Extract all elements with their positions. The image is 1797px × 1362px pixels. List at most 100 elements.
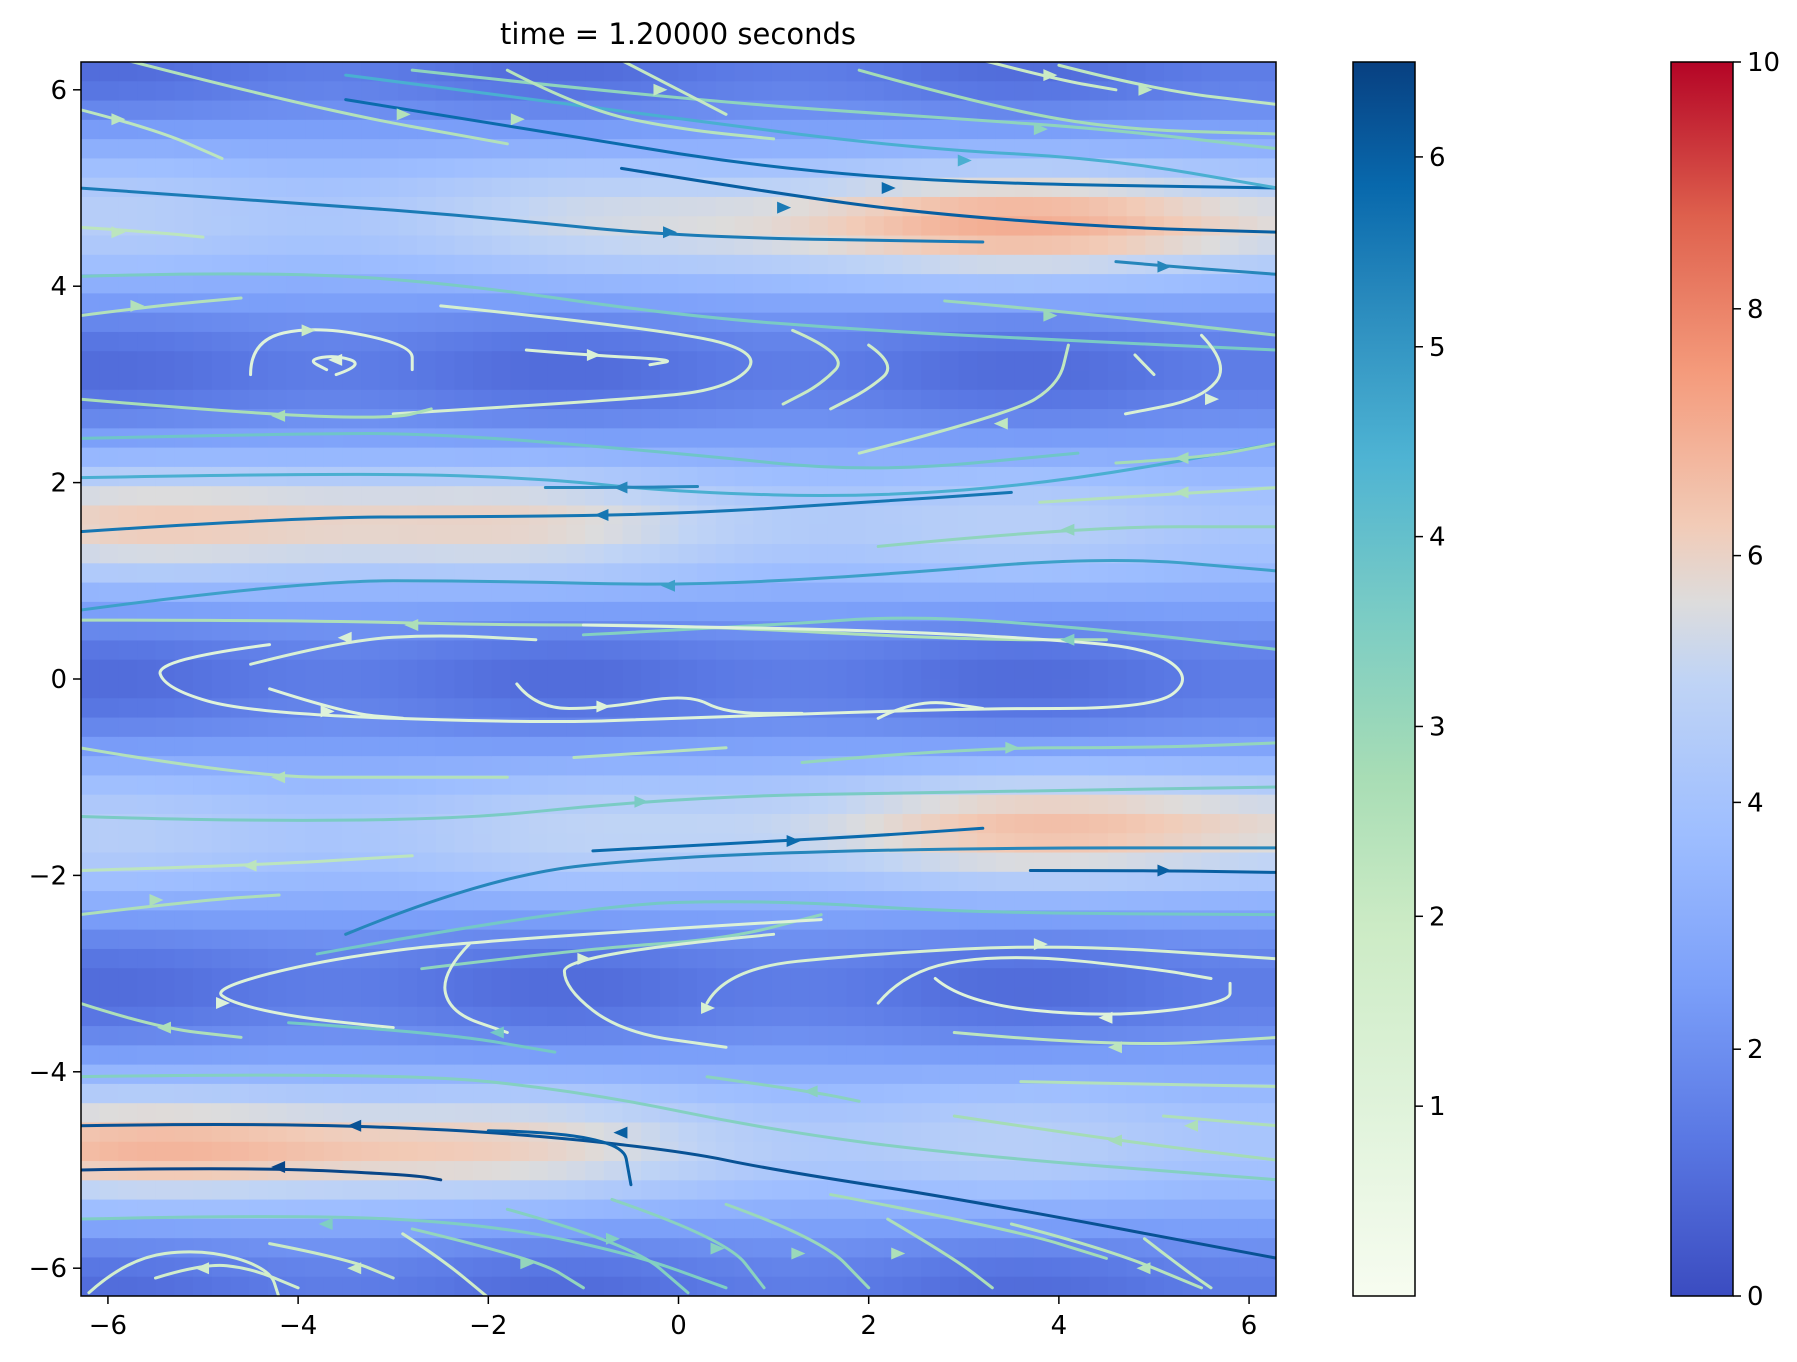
heatmap-cell: [361, 524, 381, 545]
heatmap-cell: [977, 871, 997, 892]
heatmap-cell: [603, 409, 624, 429]
heatmap-cell: [435, 1180, 456, 1201]
heatmap-cell: [827, 389, 848, 410]
heatmap-cell: [809, 1103, 829, 1124]
heatmap-cell: [417, 544, 437, 564]
heatmap-cell: [230, 948, 250, 969]
heatmap-cell: [790, 293, 810, 314]
heatmap-cell: [678, 177, 698, 198]
heatmap-cell: [174, 409, 194, 429]
heatmap-cell: [566, 331, 586, 352]
heatmap-cell: [939, 1218, 960, 1239]
heatmap-cell: [155, 216, 175, 237]
heatmap-cell: [491, 544, 512, 564]
heatmap-cell: [1033, 1180, 1053, 1201]
heatmap-cell: [846, 775, 866, 796]
heatmap-cell: [137, 370, 157, 391]
heatmap-cell: [491, 486, 512, 507]
heatmap-cell: [566, 158, 586, 179]
heatmap-cell: [379, 235, 400, 256]
heatmap-cell: [809, 524, 829, 545]
heatmap-cell: [1070, 100, 1090, 121]
heatmap-cell: [622, 1045, 642, 1066]
heatmap-cell: [305, 447, 325, 468]
heatmap-cell: [267, 544, 287, 564]
heatmap-cell: [211, 563, 231, 584]
heatmap-cell: [211, 929, 231, 950]
heatmap-cell: [566, 177, 586, 198]
heatmap-cell: [230, 293, 250, 314]
heatmap-cell: [678, 987, 698, 1008]
heatmap-cell: [958, 1006, 978, 1027]
heatmap-cell: [790, 1180, 810, 1201]
heatmap-cell: [211, 1276, 231, 1296]
heatmap-cell: [99, 447, 119, 468]
heatmap-cell: [417, 601, 437, 622]
heatmap-cell: [753, 139, 773, 160]
heatmap-cell: [155, 698, 175, 719]
heatmap-cell: [1238, 833, 1258, 854]
heatmap-cell: [585, 968, 605, 989]
heatmap-cell: [1089, 1180, 1109, 1201]
heatmap-cell: [827, 717, 848, 738]
heatmap-cell: [977, 563, 997, 584]
heatmap-cell: [473, 351, 493, 372]
heatmap-cell: [99, 351, 119, 372]
heatmap-cell: [249, 370, 269, 391]
heatmap-cell: [529, 929, 549, 950]
heatmap-cell: [1145, 331, 1165, 352]
heatmap-cell: [958, 274, 978, 294]
heatmap-cell: [1033, 235, 1053, 256]
heatmap-cell: [566, 486, 586, 507]
heatmap-cell: [193, 293, 213, 314]
heatmap-cell: [809, 736, 829, 757]
heatmap-cell: [323, 852, 344, 873]
heatmap-cell: [81, 544, 101, 564]
heatmap-cell: [585, 852, 605, 873]
heatmap-cell: [118, 331, 138, 352]
heatmap-cell: [734, 100, 754, 121]
heatmap-cell: [1163, 679, 1184, 699]
heatmap-cell: [566, 833, 586, 854]
heatmap-cell: [1257, 582, 1276, 603]
heatmap-cell: [491, 254, 512, 275]
heatmap-cell: [417, 987, 437, 1008]
heatmap-cell: [491, 659, 512, 680]
heatmap-cell: [827, 119, 848, 140]
heatmap-cell: [81, 409, 101, 429]
heatmap-cell: [921, 1122, 941, 1143]
heatmap-cell: [585, 158, 605, 179]
heatmap-cell: [603, 466, 624, 487]
heatmap-cell: [790, 196, 810, 217]
heatmap-cell: [286, 466, 306, 487]
heatmap-cell: [678, 968, 698, 989]
heatmap-cell: [286, 659, 306, 680]
heatmap-cell: [529, 370, 549, 391]
heatmap-cell: [211, 254, 231, 275]
heatmap-cell: [1182, 717, 1202, 738]
heatmap-cell: [846, 139, 866, 160]
heatmap-cell: [641, 833, 661, 854]
heatmap-cell: [1033, 505, 1053, 526]
heatmap-cell: [155, 119, 175, 140]
heatmap-cell: [435, 1083, 456, 1104]
heatmap-cell: [846, 62, 866, 82]
heatmap-cell: [995, 601, 1016, 622]
heatmap-cell: [1201, 100, 1221, 121]
heatmap-cell: [211, 833, 231, 854]
heatmap-cell: [902, 1006, 922, 1027]
heatmap-cell: [641, 640, 661, 661]
heatmap-cell: [1126, 756, 1146, 777]
heatmap-cell: [1014, 428, 1034, 449]
heatmap-cell: [715, 81, 736, 102]
heatmap-cell: [249, 119, 269, 140]
heatmap-cell: [846, 601, 866, 622]
heatmap-cell: [659, 1026, 680, 1046]
heatmap-cell: [1107, 1026, 1128, 1046]
heatmap-cell: [603, 1141, 624, 1162]
heatmap-cell: [641, 1083, 661, 1104]
heatmap-cell: [1070, 254, 1090, 275]
heatmap-cell: [995, 1103, 1016, 1124]
heatmap-cell: [1201, 274, 1221, 294]
